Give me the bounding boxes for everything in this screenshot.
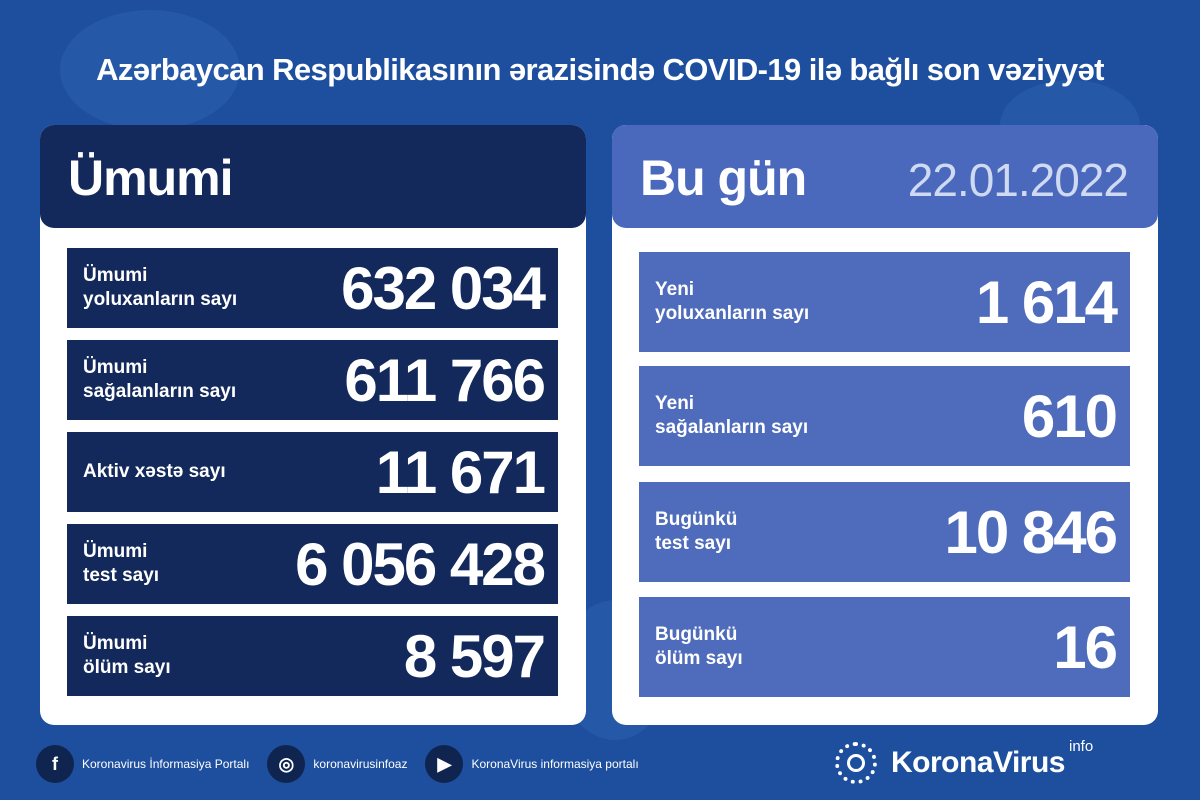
- stat-value: 610: [1021, 382, 1118, 450]
- date: 22.01.2022: [907, 154, 1129, 206]
- total-header: Ümumi: [40, 125, 586, 228]
- social-text: KoronaVirus informasiya portalı: [471, 757, 639, 771]
- stat-value: 16: [1053, 613, 1118, 681]
- stat-value: 1 614: [975, 268, 1118, 336]
- brand-logo: KoronaVirus info: [835, 738, 1165, 788]
- sun-logo-icon: [835, 742, 877, 784]
- stat-value: 6 056 428: [295, 530, 546, 598]
- stat-label: Ümumi ölüm sayı: [83, 633, 171, 678]
- stat-row: Ümumi test sayı 6 056 428: [67, 524, 558, 604]
- stat-label: Ümumi yoluxanların sayı: [83, 265, 238, 310]
- social-text: koronavirusinfoaz: [313, 757, 408, 771]
- brand-sup: info: [1069, 738, 1094, 755]
- stat-label: Bugünkü ölüm sayı: [655, 624, 743, 669]
- stat-row: Yeni sağalanların sayı 610: [639, 366, 1130, 466]
- stat-label: Yeni sağalanların sayı: [655, 393, 809, 438]
- stat-value: 611 766: [344, 346, 546, 414]
- stat-label: Yeni yoluxanların sayı: [655, 279, 810, 324]
- social-text: Koronavirus İnformasiya Portalı: [82, 757, 250, 771]
- stat-row: Ümumi sağalanların sayı 611 766: [67, 340, 558, 420]
- today-header: Bu gün 22.01.2022: [612, 125, 1158, 228]
- stat-value: 632 034: [341, 254, 546, 322]
- stat-label: Ümumi sağalanların sayı: [83, 357, 237, 402]
- social-link[interactable]: ◎ koronavirusinfoaz: [267, 745, 407, 783]
- page-title: Azərbaycan Respublikasının ərazisində CO…: [96, 52, 1104, 87]
- stat-row: Yeni yoluxanların sayı 1 614: [639, 252, 1130, 352]
- total-card: Ümumi Ümumi yoluxanların sayı 632 034 Ümumi…: [40, 125, 586, 725]
- stat-label: Bugünkü test sayı: [655, 509, 738, 554]
- instagram-icon: ◎: [267, 745, 306, 783]
- stat-value: 8 597: [403, 622, 546, 690]
- youtube-icon: ▶: [425, 745, 464, 783]
- stat-row: Ümumi yoluxanların sayı 632 034: [67, 248, 558, 328]
- stat-label: Aktiv xəstə sayı: [83, 461, 226, 482]
- social-link[interactable]: ▶ KoronaVirus informasiya portalı: [425, 745, 639, 783]
- stat-row: Ümumi ölüm sayı 8 597: [67, 616, 558, 696]
- today-heading: Bu gün: [640, 150, 807, 206]
- stat-row: Aktiv xəstə sayı 11 671: [67, 432, 558, 512]
- stat-value: 11 671: [375, 438, 546, 506]
- today-card: Bu gün 22.01.2022 Yeni yoluxanların sayı 1…: [612, 125, 1158, 725]
- stat-row: Bugünkü test sayı 10 846: [639, 482, 1130, 582]
- social-link[interactable]: f Koronavirus İnformasiya Portalı: [36, 745, 249, 783]
- total-heading: Ümumi: [68, 150, 233, 206]
- stat-row: Bugünkü ölüm sayı 16: [639, 597, 1130, 697]
- brand-name: KoronaVirus: [891, 746, 1066, 779]
- footer: f Koronavirus İnformasiya Portalı ◎ koronav…: [36, 742, 796, 786]
- stat-label: Ümumi test sayı: [83, 541, 160, 586]
- facebook-icon: f: [36, 745, 74, 783]
- stat-value: 10 846: [944, 498, 1118, 566]
- virus-decoration: [60, 10, 240, 130]
